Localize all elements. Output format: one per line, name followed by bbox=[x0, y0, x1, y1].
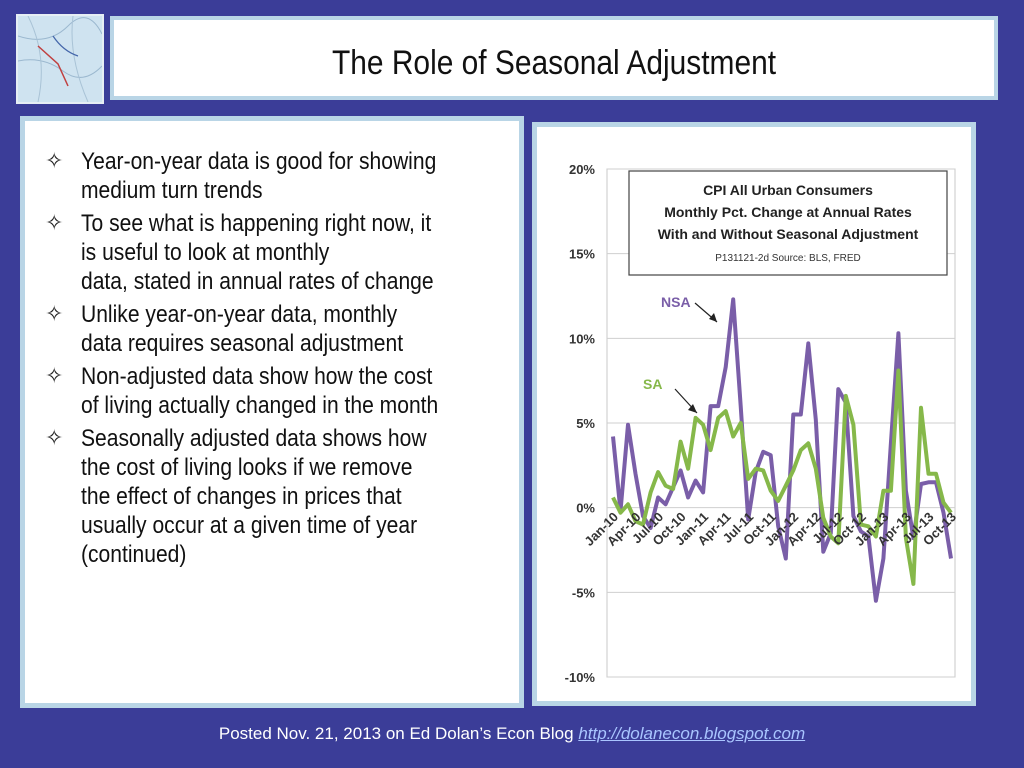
star-bullet-icon: ✧ bbox=[45, 148, 64, 173]
bullet-item: ✧ Year-on-year data is good for showing … bbox=[45, 147, 565, 205]
sa-arrowhead bbox=[688, 404, 697, 413]
bullet-item: ✧ Unlike year-on-year data, monthly data… bbox=[45, 300, 565, 358]
y-tick-label: 5% bbox=[576, 416, 595, 431]
chart-subtitle: P131121-2d Source: BLS, FRED bbox=[715, 253, 860, 264]
chart-title-line: With and Without Seasonal Adjustment bbox=[658, 226, 919, 242]
blog-link[interactable]: http://dolanecon.blogspot.com bbox=[578, 724, 806, 743]
chart-title-line: Monthly Pct. Change at Annual Rates bbox=[664, 204, 912, 220]
y-tick-label: 20% bbox=[569, 162, 595, 177]
title-box: The Role of Seasonal Adjustment bbox=[110, 16, 998, 100]
star-bullet-icon: ✧ bbox=[45, 210, 64, 235]
bullet-text: Non-adjusted data show how the cost of l… bbox=[81, 363, 439, 419]
y-tick-label: 0% bbox=[576, 501, 595, 516]
bullet-text: Unlike year-on-year data, monthly data r… bbox=[81, 301, 404, 357]
y-tick-label: 15% bbox=[569, 247, 595, 262]
footer: Posted Nov. 21, 2013 on Ed Dolan’s Econ … bbox=[0, 724, 1024, 744]
chart-title-line: CPI All Urban Consumers bbox=[703, 182, 873, 198]
slide-title: The Role of Seasonal Adjustment bbox=[331, 44, 777, 82]
nsa-arrowhead bbox=[709, 313, 717, 322]
bullet-text: Seasonally adjusted data shows how the c… bbox=[81, 425, 427, 568]
bullet-list: ✧ Year-on-year data is good for showing … bbox=[45, 147, 565, 573]
bullet-item: ✧ Seasonally adjusted data shows how the… bbox=[45, 424, 565, 569]
y-tick-label: 10% bbox=[569, 331, 595, 346]
star-bullet-icon: ✧ bbox=[45, 363, 64, 388]
nsa-annotation-label: NSA bbox=[661, 294, 691, 310]
star-bullet-icon: ✧ bbox=[45, 425, 64, 450]
bullet-text: To see what is happening right now, it i… bbox=[81, 210, 434, 295]
bullet-item: ✧ Non-adjusted data show how the cost of… bbox=[45, 362, 565, 420]
bullet-item: ✧ To see what is happening right now, it… bbox=[45, 209, 565, 296]
series-line-nsa bbox=[611, 297, 953, 603]
y-tick-label: -5% bbox=[572, 585, 596, 600]
sa-annotation-label: SA bbox=[643, 376, 662, 392]
series-line-sa bbox=[611, 368, 953, 586]
bullet-text: Year-on-year data is good for showing me… bbox=[81, 148, 437, 204]
cpi-line-chart: 20%15%10%5%0%-5%-10%Jan-10Apr-10Jul-10Oc… bbox=[565, 162, 959, 685]
text-panel: ✧ Year-on-year data is good for showing … bbox=[20, 116, 524, 708]
y-tick-label: -10% bbox=[565, 670, 596, 685]
blog-logo-thumbnail bbox=[16, 14, 104, 104]
chart-panel: 20% 15% 10% 5% 0% -5% -10% Jan-10 Apr-10 Jul-10 Oc… bbox=[532, 122, 976, 706]
map-thumbnail-image bbox=[18, 16, 102, 102]
star-bullet-icon: ✧ bbox=[45, 301, 64, 326]
footer-text: Posted Nov. 21, 2013 on Ed Dolan’s Econ … bbox=[218, 724, 579, 743]
chart-title-box bbox=[628, 170, 948, 276]
